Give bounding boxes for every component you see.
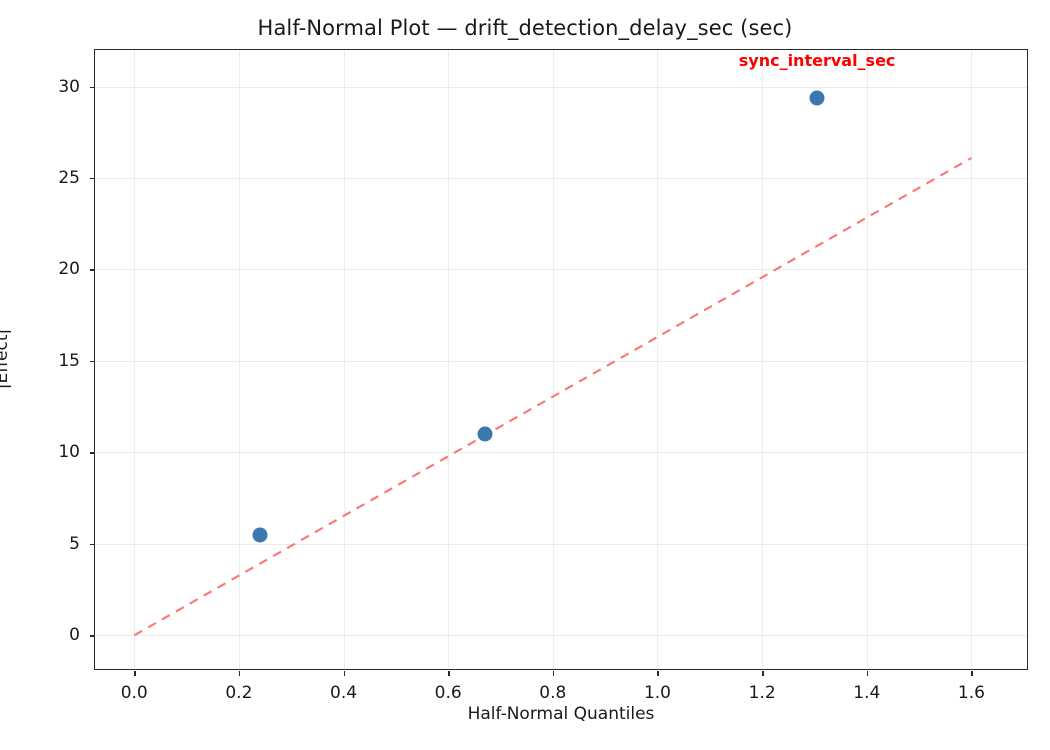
x-tick-label: 0.2: [225, 683, 253, 703]
x-tick-mark: [866, 671, 869, 676]
gridline-horizontal: [95, 452, 1027, 454]
gridline-vertical: [343, 50, 345, 669]
gridline-horizontal: [95, 360, 1027, 362]
y-tick-label: 5: [69, 533, 80, 554]
x-tick-mark: [238, 671, 241, 676]
x-tick-label: 0.6: [434, 683, 462, 703]
x-tick-label: 0.8: [539, 683, 567, 703]
y-tick-label: 0: [69, 625, 80, 646]
x-tick-mark: [343, 671, 345, 676]
y-tick-mark: [90, 452, 95, 454]
x-tick-mark: [134, 671, 136, 676]
y-tick-mark: [90, 360, 95, 363]
plot-area: sync_interval_sec 0.0 0.2 0.4 0.6 0.8 1.0 1.2 1…: [58, 49, 1028, 703]
gridline-horizontal: [95, 86, 1027, 88]
data-point[interactable]: [477, 426, 493, 442]
y-tick-label: 30: [58, 76, 80, 97]
y-tick-label: 15: [58, 350, 80, 371]
y-tick-mark: [90, 269, 95, 271]
gridline-horizontal: [95, 178, 1027, 180]
y-tick-label: 10: [58, 442, 80, 463]
x-tick-mark: [448, 671, 450, 676]
x-tick-mark: [762, 671, 764, 676]
y-tick-mark: [90, 543, 95, 546]
y-tick-mark: [90, 178, 95, 180]
y-tick-label: 20: [58, 259, 80, 280]
gridline-vertical: [552, 50, 554, 669]
y-axis-label: |Effect|: [0, 328, 12, 390]
x-tick-label: 0.0: [120, 683, 148, 703]
x-tick-mark: [971, 671, 973, 676]
gridline-vertical: [134, 50, 136, 669]
gridline-vertical: [866, 50, 868, 669]
gridline-vertical: [657, 50, 659, 669]
gridline-horizontal: [95, 635, 1027, 637]
x-axis-label: Half-Normal Quantiles: [467, 704, 655, 724]
y-tick-mark: [90, 86, 95, 88]
point-annotation-label: sync_interval_sec: [738, 51, 896, 71]
gridline-vertical: [448, 50, 450, 669]
gridline-vertical: [971, 50, 973, 669]
x-tick-mark: [552, 671, 555, 676]
x-tick-label: 0.4: [330, 683, 358, 703]
x-tick-label: 1.6: [957, 683, 985, 703]
data-point[interactable]: [809, 90, 825, 106]
data-point[interactable]: [252, 527, 268, 543]
x-tick-label: 1.2: [748, 683, 776, 703]
gridline-vertical: [762, 50, 764, 669]
y-tick-mark: [90, 635, 95, 637]
gridline-horizontal: [95, 543, 1027, 545]
gridline-horizontal: [95, 269, 1027, 271]
x-tick-label: 1.4: [853, 683, 881, 703]
x-tick-mark: [657, 671, 659, 676]
y-tick-label: 25: [58, 168, 80, 189]
chart-title: Half-Normal Plot — drift_detection_delay…: [257, 16, 793, 40]
x-tick-label: 1.0: [643, 683, 672, 703]
gridline-vertical: [238, 50, 240, 669]
